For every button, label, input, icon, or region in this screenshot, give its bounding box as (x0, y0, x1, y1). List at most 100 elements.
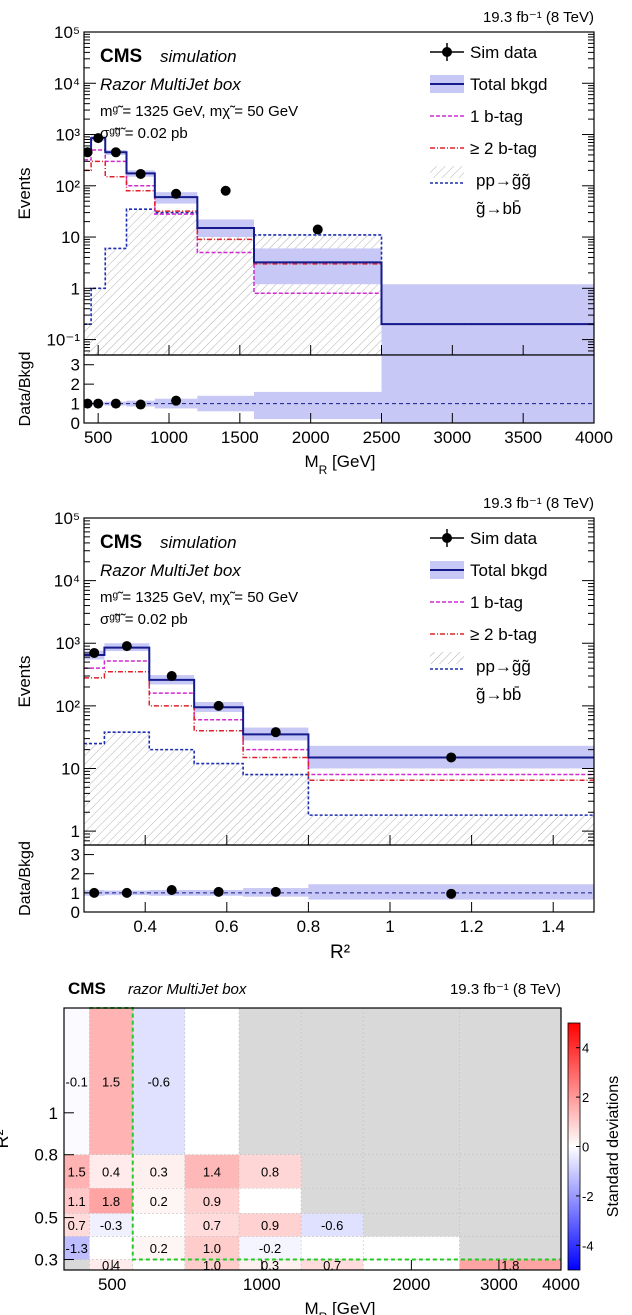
x-tick-label: 1000 (150, 428, 188, 447)
heatmap-cell-label: 1.0 (203, 1258, 221, 1273)
plot-area (84, 641, 594, 845)
mr-panel: 19.3 fb⁻¹ (8 TeV)10⁻¹11010²10³10⁴10⁵Even… (15, 9, 613, 477)
heatmap-cell (301, 1213, 364, 1237)
legend-label: g̃→bb̄ (476, 199, 521, 218)
cms-sub-label: simulation (160, 47, 237, 66)
x-axis-label-part: M (304, 1299, 318, 1315)
data-point (213, 700, 224, 711)
y-axis-label: Events (15, 656, 34, 708)
heatmap-empty-cell (363, 1213, 460, 1237)
heatmap-empty-cell (459, 1008, 561, 1155)
legend-data-symbol (442, 47, 452, 57)
data-point (220, 185, 231, 196)
y-tick-label: 1 (71, 279, 80, 298)
legend-label: 1 b-tag (470, 593, 523, 612)
heatmap-cell (89, 1236, 133, 1260)
heatmap-cell (184, 1213, 240, 1237)
heatmap-empty-cell (301, 1154, 364, 1189)
y-tick-label: 0.3 (34, 1251, 58, 1270)
colorbar-tick-label: 0 (582, 1140, 589, 1155)
x-tick-label: 2500 (363, 428, 401, 447)
ratio-y-axis-label: Data/Bkgd (17, 841, 34, 916)
heatmap-cell (132, 1213, 185, 1237)
heatmap-cell-label: -0.6 (321, 1218, 343, 1233)
ratio-point (171, 395, 182, 406)
x-axis-label-sub: R (319, 1310, 328, 1315)
ratio-frame (83, 844, 595, 913)
x-axis-label-part: [GeV] (327, 1299, 375, 1315)
y-tick-label: 10² (55, 177, 80, 196)
heatmap-cell-label: 0.4 (102, 1164, 120, 1179)
total-bkgd-line (84, 646, 594, 759)
x-tick-label: 4000 (542, 1275, 580, 1294)
heatmap-cell-label: 0.8 (261, 1164, 279, 1179)
x-axis-label: MR [GeV] (304, 452, 375, 477)
heatmap-empty-cell (239, 1008, 302, 1155)
data-point (110, 147, 121, 158)
ratio-point (213, 886, 224, 897)
legend-label: g̃→bb̄ (476, 685, 521, 704)
ratio-y-tick-label: 2 (71, 375, 80, 394)
heatmap-cell-label: 0.9 (261, 1218, 279, 1233)
heatmap-empty-cell (363, 1188, 460, 1214)
heatmap-cell-label: 1.0 (203, 1241, 221, 1256)
lumi-label: 19.3 fb⁻¹ (8 TeV) (483, 495, 594, 512)
cms-label: CMS (100, 532, 142, 553)
x-tick-label: 3500 (504, 428, 542, 447)
heatmap-cell-label: 0.3 (150, 1164, 168, 1179)
heatmap-empty-cell (459, 1213, 561, 1237)
ratio-y-tick-label: 0 (71, 903, 80, 922)
data-point (270, 727, 281, 738)
ratio-point (93, 398, 104, 409)
x-axis-label-sub: R (319, 463, 328, 477)
y-tick-label: 10² (55, 697, 80, 716)
heatmap-empty-cell (64, 1259, 90, 1270)
xsec-label: σᵍ̃ᵍ̃ = 0.02 pb (100, 125, 188, 142)
data-point (166, 670, 177, 681)
heatmap-cell (64, 1008, 90, 1155)
heatmap-cell-label: 1.5 (68, 1164, 86, 1179)
heatmap-empty-cell (459, 1188, 561, 1214)
heatmap-cell (239, 1188, 302, 1214)
heatmap-empty-cell (301, 1008, 364, 1155)
heatmap-cell (132, 1008, 185, 1155)
colorbar-tick-label: -4 (582, 1238, 594, 1253)
colorbar-tick-label: 2 (582, 1090, 589, 1105)
box-label: Razor MultiJet box (100, 561, 241, 580)
xsec-label: σᵍ̃ᵍ̃ = 0.02 pb (100, 611, 188, 628)
heatmap-empty-cell (459, 1236, 561, 1260)
heatmap-empty-cell (363, 1154, 460, 1189)
y-tick-label: 1 (71, 822, 80, 841)
legend: Sim data Total bkgd 1 b-tag ≥ 2 b-tag pp→g̃g… (430, 529, 548, 704)
data-point (121, 641, 132, 652)
legend-signal-symbol (430, 652, 464, 664)
heatmap-empty-cell (301, 1188, 364, 1214)
heatmap-cell (64, 1188, 90, 1214)
y-tick-label: 10³ (55, 634, 80, 653)
heatmap-cell-label: 0.7 (203, 1218, 221, 1233)
cms-label: CMS (68, 979, 106, 998)
heatmap-cell (239, 1259, 302, 1270)
x-tick-label: 1.4 (541, 917, 565, 936)
heatmap-cell-label: -0.2 (259, 1241, 281, 1256)
x-tick-label: 2000 (392, 1275, 430, 1294)
ratio-area (84, 884, 594, 900)
heatmap-cell-label: -1.3 (66, 1241, 88, 1256)
heatmap-cell (132, 1154, 185, 1189)
heatmap-cell (64, 1213, 90, 1237)
cms-sub-label: razor MultiJet box (128, 981, 247, 998)
x-tick-label: 0.6 (215, 917, 239, 936)
legend-label: pp→g̃g̃ (476, 657, 531, 676)
y-tick-label: 1 (49, 1104, 58, 1123)
data-point (446, 752, 457, 763)
y-tick-label: 0.5 (34, 1209, 58, 1228)
heatmap-cell (89, 1259, 133, 1270)
heatmap-cell-label: 1.1 (68, 1194, 86, 1209)
heatmap-cell (301, 1236, 364, 1260)
colorbar-tick-label: -2 (582, 1189, 594, 1204)
cms-sub-label: simulation (160, 533, 237, 552)
heatmap-cell (132, 1236, 185, 1260)
heatmap-cell (239, 1154, 302, 1189)
